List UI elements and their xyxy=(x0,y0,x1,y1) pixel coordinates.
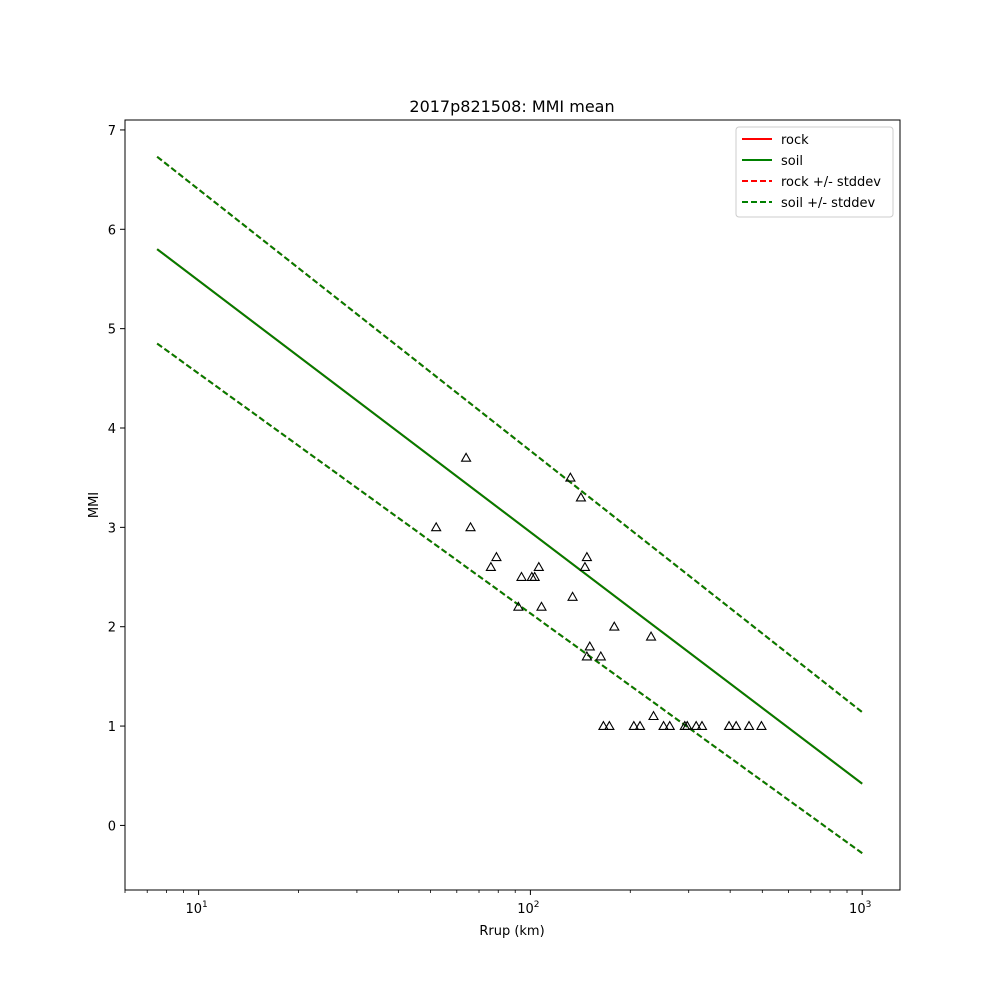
data-point xyxy=(595,650,607,661)
data-point xyxy=(756,720,767,730)
series-line-soil xyxy=(156,248,863,785)
plot-layer xyxy=(156,155,863,855)
data-point xyxy=(465,521,476,532)
legend-box xyxy=(735,126,894,218)
legend: rock soil rock +/- stddev soil +/- stddev xyxy=(735,126,894,218)
data-point xyxy=(512,601,524,611)
legend-label: rock +/- stddev xyxy=(781,175,881,190)
data-point xyxy=(575,491,587,502)
data-point xyxy=(460,452,472,462)
x-tick-label: 103 xyxy=(849,900,871,917)
x-axis-label: Rrup (km) xyxy=(479,924,544,939)
data-point xyxy=(485,561,497,572)
y-tick-label: 2 xyxy=(108,621,116,636)
data-point xyxy=(664,720,676,730)
y-axis-label: MMI xyxy=(87,492,102,518)
series-line-soil-stddev xyxy=(156,155,863,713)
data-point xyxy=(730,720,742,730)
y-tick-label: 1 xyxy=(108,720,116,735)
data-point xyxy=(743,720,755,730)
data-point xyxy=(430,521,442,532)
data-point xyxy=(584,640,596,651)
data-point xyxy=(536,601,547,611)
data-point xyxy=(690,720,702,730)
data-point xyxy=(608,621,620,631)
legend-label: soil xyxy=(781,154,803,169)
x-tick-label: 102 xyxy=(517,900,539,917)
data-point xyxy=(490,551,502,562)
x-tick-label: 101 xyxy=(185,900,207,917)
data-point xyxy=(603,720,615,730)
data-point xyxy=(564,472,576,482)
y-tick-label: 5 xyxy=(108,323,116,338)
data-point xyxy=(597,720,609,730)
axes-layer: 0 1 2 3 4 5 6 7 101 102 103 xyxy=(108,119,901,917)
series-line-soil-stddev xyxy=(156,342,863,855)
data-point xyxy=(645,631,657,641)
y-tick-label: 6 xyxy=(108,223,116,238)
data-point xyxy=(696,720,708,730)
data-point xyxy=(581,551,593,562)
data-point xyxy=(723,720,735,730)
y-tick-label: 7 xyxy=(108,124,116,139)
data-point xyxy=(533,561,545,572)
data-point xyxy=(658,720,670,730)
chart-title: 2017p821508: MMI mean xyxy=(409,97,614,116)
data-point xyxy=(516,571,527,581)
legend-label: soil +/- stddev xyxy=(781,196,876,211)
y-tick-label: 4 xyxy=(108,422,116,437)
data-point xyxy=(581,650,593,661)
data-point xyxy=(579,561,591,572)
y-tick-label: 3 xyxy=(108,521,116,536)
y-tick-label: 0 xyxy=(108,819,116,834)
data-point xyxy=(681,720,693,730)
plot-frame xyxy=(124,119,901,891)
data-point xyxy=(628,720,640,730)
data-point xyxy=(567,591,579,601)
legend-label: rock xyxy=(781,133,809,148)
data-point xyxy=(529,571,541,581)
data-point xyxy=(634,720,646,730)
plot-clipped xyxy=(156,155,863,855)
data-point xyxy=(648,710,659,721)
